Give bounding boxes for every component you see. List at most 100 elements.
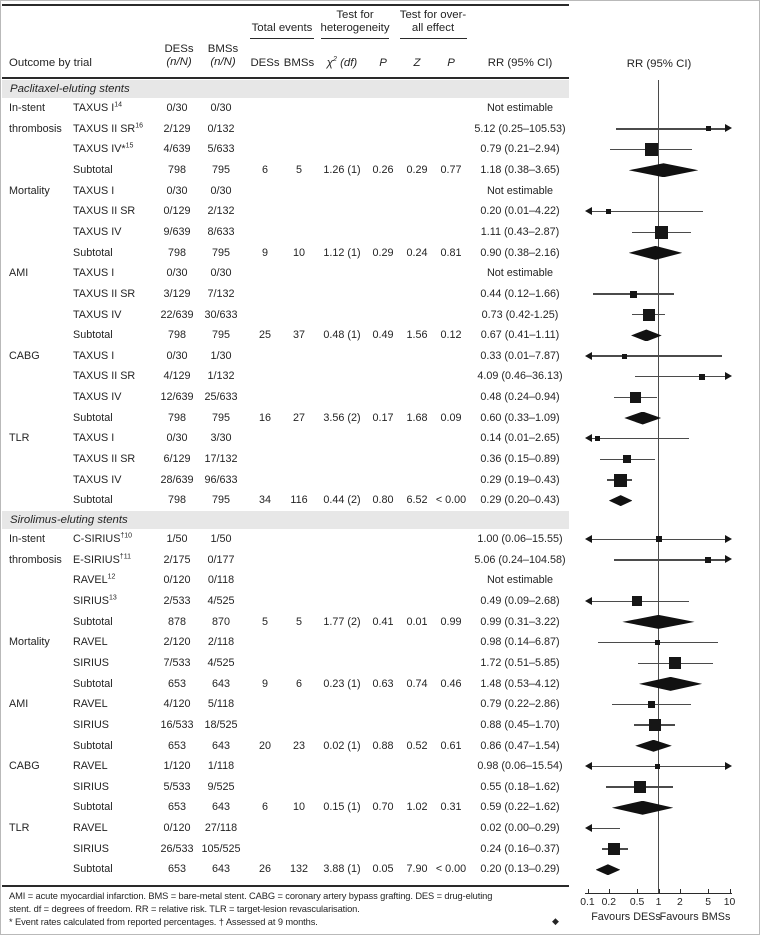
cell-ted: 25 <box>258 329 271 342</box>
cell-trial: TAXUS I14 <box>73 101 122 114</box>
forest-square <box>655 536 662 543</box>
cell-trial: Subtotal <box>73 677 113 690</box>
axis-tick <box>658 889 660 894</box>
cell-des: 2/129 <box>163 122 191 135</box>
cell-chi: 0.48 (1) <box>323 329 361 342</box>
cell-des: 22/639 <box>160 308 194 321</box>
outcome-column-header: Outcome by trial <box>9 57 92 69</box>
right-arrow-icon <box>725 555 732 564</box>
cell-teb: 116 <box>290 494 308 507</box>
cell-des: 653 <box>167 863 186 876</box>
section-title: Sirolimus-eluting stents <box>10 514 128 526</box>
des-nn-header-line1: DESs <box>164 43 194 55</box>
footnote-marker: 12 <box>107 573 116 581</box>
left-arrow-icon <box>585 434 592 443</box>
table-row: TLR RAVEL 0/120 27/118 0.02 (0.00–0.29) <box>1 818 569 839</box>
ci-line <box>634 376 725 378</box>
cell-bms: 5/633 <box>207 143 235 156</box>
table-row: CABG RAVEL 1/120 1/118 0.98 (0.06–15.54) <box>1 756 569 777</box>
cell-rr: 0.67 (0.41–1.11) <box>480 329 560 342</box>
cell-bms: 795 <box>211 494 230 507</box>
cell-po: 0.12 <box>440 329 462 342</box>
plot-title: RR (95% CI) <box>626 58 692 70</box>
forest-diamond <box>622 614 695 629</box>
cell-trial: SIRIUS13 <box>73 594 117 607</box>
forest-square <box>669 657 682 670</box>
cell-des: 2/175 <box>163 553 191 566</box>
favours-bms-label: Favours BMSs <box>659 911 731 923</box>
cell-rr: 1.48 (0.53–4.12) <box>480 677 560 690</box>
forest-square <box>705 556 712 563</box>
cell-bms: 3/30 <box>210 432 232 445</box>
axis-tick <box>729 889 731 894</box>
cell-chi: 0.23 (1) <box>323 677 361 690</box>
ci-line <box>615 128 725 130</box>
cell-z: 6.52 <box>406 494 428 507</box>
cell-des: 798 <box>167 163 186 176</box>
table-row: Subtotal 798 795 25 37 0.48 (1) 0.49 1.56 0.12 0.… <box>1 325 569 346</box>
cell-des: 9/639 <box>163 225 191 238</box>
forest-diamond <box>631 329 662 342</box>
cell-bms: 17/132 <box>204 453 238 466</box>
cell-rr: 0.48 (0.24–0.94) <box>480 391 560 404</box>
total-events-underline <box>250 38 314 40</box>
cell-des: 0/30 <box>166 184 188 197</box>
cell-trial: TAXUS IV <box>73 473 122 486</box>
cell-trial: RAVEL <box>73 698 108 711</box>
cell-outcome: CABG <box>9 349 40 362</box>
overall-effect-underline <box>400 38 467 40</box>
forest-diamond <box>608 495 633 507</box>
cell-bms: 795 <box>211 411 230 424</box>
cell-des: 2/533 <box>163 594 191 607</box>
cell-chi: 0.02 (1) <box>323 739 361 752</box>
cell-bms: 2/132 <box>207 205 235 218</box>
p-overall-column-header: P <box>447 57 455 69</box>
table-row: AMI TAXUS I 0/30 0/30 Not estimable <box>1 263 569 284</box>
cell-bms: 0/118 <box>207 574 235 587</box>
overall-effect-header-line1: Test for over- <box>399 9 467 21</box>
cell-po: < 0.00 <box>435 494 467 507</box>
cell-rr: 0.98 (0.14–6.87) <box>480 636 560 649</box>
footnote-abbreviations-2: stent. df = degrees of freedom. RR = rel… <box>9 904 360 914</box>
cell-des: 7/533 <box>163 656 191 669</box>
axis-tick-label: 0.5 <box>629 897 645 908</box>
cell-des: 0/30 <box>166 102 188 114</box>
cell-des: 26/533 <box>160 842 194 855</box>
forest-square <box>608 843 621 856</box>
table-row: TAXUS IV 9/639 8/633 1.11 (0.43–2.87) <box>1 222 569 243</box>
table-row: Subtotal 653 643 20 23 0.02 (1) 0.88 0.52 0.61 0.… <box>1 736 569 757</box>
z-column-header: Z <box>413 57 421 69</box>
cell-trial: SIRIUS <box>73 656 109 669</box>
footer-rule <box>2 885 569 887</box>
cell-teb: 10 <box>292 246 305 259</box>
table-row: SIRIUS 7/533 4/525 1.72 (0.51–5.85) <box>1 653 569 674</box>
heterogeneity-underline <box>321 38 389 40</box>
te-des-column-header: DESs <box>250 57 280 69</box>
cell-rr: 0.29 (0.20–0.43) <box>480 494 560 507</box>
table-row: Subtotal 798 795 16 27 3.56 (2) 0.17 1.68 0.09 0.… <box>1 408 569 429</box>
table-row: TAXUS II SR 3/129 7/132 0.44 (0.12–1.66) <box>1 284 569 305</box>
table-row: thrombosis E-SIRIUS†11 2/175 0/177 5.06 (0.2… <box>1 550 569 571</box>
cell-rr: 0.60 (0.33–1.09) <box>480 411 560 424</box>
forest-square <box>634 781 647 794</box>
cell-bms: 643 <box>211 739 230 752</box>
forest-square <box>613 473 627 487</box>
cell-chi: 1.26 (1) <box>323 163 361 176</box>
forest-diamond <box>624 411 662 425</box>
cell-bms: 0/177 <box>207 553 235 566</box>
cell-teb: 5 <box>295 615 302 628</box>
table-row: TAXUS II SR 6/129 17/132 0.36 (0.15–0.89) <box>1 449 569 470</box>
table-row: SIRIUS 26/533 105/525 0.24 (0.16–0.37) <box>1 839 569 860</box>
cell-bms: 795 <box>211 163 230 176</box>
cell-des: 12/639 <box>160 391 194 404</box>
cell-des: 3/129 <box>163 287 191 300</box>
cell-bms: 0/30 <box>210 267 232 280</box>
cell-trial: Subtotal <box>73 863 113 876</box>
footnote-symbols: * Event rates calculated from reported p… <box>9 917 318 927</box>
forest-square <box>647 701 655 708</box>
ci-line <box>592 827 621 830</box>
cell-ted: 6 <box>261 163 268 176</box>
cell-trial: Subtotal <box>73 163 113 176</box>
cell-teb: 6 <box>295 677 302 690</box>
forest-square <box>642 308 655 321</box>
